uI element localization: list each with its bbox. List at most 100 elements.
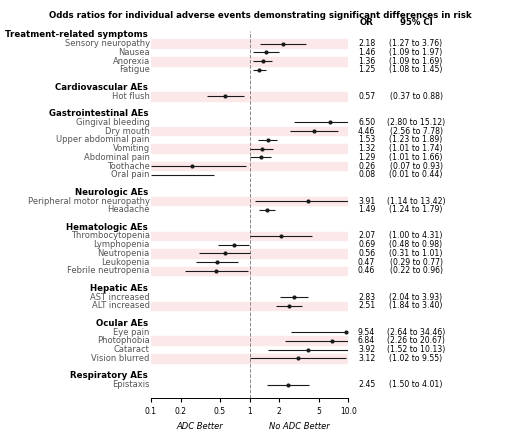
Bar [151, 127, 348, 135]
Text: Toothache: Toothache [107, 162, 150, 170]
Text: 0.26: 0.26 [358, 162, 375, 170]
Bar [151, 302, 348, 310]
Text: Leukopenia: Leukopenia [101, 258, 150, 267]
Text: (1.27 to 3.76): (1.27 to 3.76) [389, 39, 443, 48]
Bar [151, 39, 348, 48]
Text: Fatigue: Fatigue [119, 66, 150, 74]
Text: (1.00 to 4.31): (1.00 to 4.31) [389, 232, 443, 240]
Text: (1.50 to 4.01): (1.50 to 4.01) [389, 380, 443, 389]
Text: 0.56: 0.56 [358, 249, 375, 258]
Bar [151, 92, 348, 101]
Text: (1.84 to 3.40): (1.84 to 3.40) [389, 302, 443, 310]
Text: Vision blurred: Vision blurred [92, 354, 150, 363]
Text: 2.45: 2.45 [358, 380, 375, 389]
Text: (0.48 to 0.98): (0.48 to 0.98) [389, 240, 443, 249]
Text: Eye pain: Eye pain [113, 328, 150, 336]
Text: (2.64 to 34.46): (2.64 to 34.46) [387, 328, 445, 336]
Text: 2.83: 2.83 [358, 293, 375, 302]
Text: 3.91: 3.91 [358, 197, 375, 205]
Text: (1.24 to 1.79): (1.24 to 1.79) [389, 205, 443, 214]
Text: 0.47: 0.47 [358, 258, 375, 267]
Text: Cataract: Cataract [114, 345, 150, 354]
Text: 0.69: 0.69 [358, 240, 375, 249]
Bar [151, 162, 348, 170]
Text: (1.01 to 1.66): (1.01 to 1.66) [389, 153, 443, 162]
Text: Lymphopenia: Lymphopenia [94, 240, 150, 249]
Text: (1.52 to 10.13): (1.52 to 10.13) [387, 345, 445, 354]
Text: 2.51: 2.51 [358, 302, 375, 310]
Bar [151, 249, 348, 258]
Text: (0.01 to 0.44): (0.01 to 0.44) [389, 170, 443, 179]
Text: (1.08 to 1.45): (1.08 to 1.45) [389, 66, 443, 74]
Text: Gingival bleeding: Gingival bleeding [76, 118, 150, 127]
Text: 1.36: 1.36 [358, 57, 375, 66]
Text: (2.26 to 20.67): (2.26 to 20.67) [387, 336, 445, 345]
Text: Ocular AEs: Ocular AEs [96, 319, 148, 328]
Text: Epistaxis: Epistaxis [112, 380, 150, 389]
Text: 0.46: 0.46 [358, 267, 375, 275]
Text: 2.18: 2.18 [358, 39, 375, 48]
Text: Headache: Headache [107, 205, 150, 214]
Text: Treatment-related symptoms: Treatment-related symptoms [5, 31, 148, 39]
Text: Upper abdominal pain: Upper abdominal pain [56, 135, 150, 144]
Text: Febrile neutropenia: Febrile neutropenia [68, 267, 150, 275]
Text: Thrombocytopenia: Thrombocytopenia [71, 232, 150, 240]
Text: 1.32: 1.32 [358, 144, 375, 153]
Text: Vomiting: Vomiting [113, 144, 150, 153]
Text: Cardiovascular AEs: Cardiovascular AEs [55, 83, 148, 92]
Text: Dry mouth: Dry mouth [105, 127, 150, 135]
Text: Anorexia: Anorexia [112, 57, 150, 66]
Text: (0.22 to 0.96): (0.22 to 0.96) [389, 267, 443, 275]
Bar [151, 144, 348, 153]
Text: 1.29: 1.29 [358, 153, 375, 162]
Text: (1.09 to 1.69): (1.09 to 1.69) [389, 57, 443, 66]
Text: Neutropenia: Neutropenia [98, 249, 150, 258]
Text: (0.31 to 1.01): (0.31 to 1.01) [389, 249, 443, 258]
Text: Hepatic AEs: Hepatic AEs [90, 284, 148, 293]
Text: (1.14 to 13.42): (1.14 to 13.42) [387, 197, 445, 205]
Text: ALT increased: ALT increased [92, 302, 150, 310]
Text: (1.01 to 1.74): (1.01 to 1.74) [389, 144, 443, 153]
Text: No ADC Better: No ADC Better [269, 422, 329, 431]
Text: 2.07: 2.07 [358, 232, 375, 240]
Text: OR: OR [360, 18, 373, 27]
Text: 4.46: 4.46 [358, 127, 375, 135]
Text: 95% CI: 95% CI [400, 18, 432, 27]
Text: Nausea: Nausea [118, 48, 150, 57]
Bar [151, 267, 348, 275]
Bar [151, 336, 348, 345]
Text: Sensory neuropathy: Sensory neuropathy [64, 39, 150, 48]
Text: 0.08: 0.08 [358, 170, 375, 179]
Text: Hot flush: Hot flush [112, 92, 150, 101]
Text: AST increased: AST increased [90, 293, 150, 302]
Text: Peripheral motor neuropathy: Peripheral motor neuropathy [28, 197, 150, 205]
Text: (1.09 to 1.97): (1.09 to 1.97) [389, 48, 443, 57]
Text: (2.56 to 7.78): (2.56 to 7.78) [389, 127, 443, 135]
Text: 6.84: 6.84 [358, 336, 375, 345]
Text: (0.37 to 0.88): (0.37 to 0.88) [389, 92, 443, 101]
Text: Odds ratios for individual adverse events demonstrating significant differences : Odds ratios for individual adverse event… [49, 10, 471, 20]
Text: 1.49: 1.49 [358, 205, 375, 214]
Text: Hematologic AEs: Hematologic AEs [67, 223, 148, 232]
Text: Oral pain: Oral pain [111, 170, 150, 179]
Text: (1.02 to 9.55): (1.02 to 9.55) [389, 354, 443, 363]
Bar [151, 57, 348, 66]
Text: 6.50: 6.50 [358, 118, 375, 127]
Text: 9.54: 9.54 [358, 328, 375, 336]
Text: (0.29 to 0.77): (0.29 to 0.77) [389, 258, 443, 267]
Text: 0.57: 0.57 [358, 92, 375, 101]
Bar [151, 232, 348, 240]
Text: Photophobia: Photophobia [97, 336, 150, 345]
Text: 3.92: 3.92 [358, 345, 375, 354]
Text: (2.80 to 15.12): (2.80 to 15.12) [387, 118, 445, 127]
Text: Gastrointestinal AEs: Gastrointestinal AEs [49, 109, 148, 118]
Text: ADC Better: ADC Better [177, 422, 224, 431]
Text: Respiratory AEs: Respiratory AEs [70, 371, 148, 380]
Bar [151, 197, 348, 205]
Text: 1.53: 1.53 [358, 135, 375, 144]
Text: Neurologic AEs: Neurologic AEs [75, 188, 148, 197]
Text: Abdominal pain: Abdominal pain [84, 153, 150, 162]
Bar [151, 354, 348, 363]
Text: 1.46: 1.46 [358, 48, 375, 57]
Text: 3.12: 3.12 [358, 354, 375, 363]
